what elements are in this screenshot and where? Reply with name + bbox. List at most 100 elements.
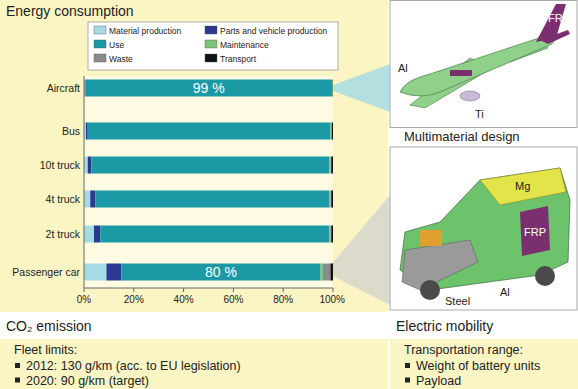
chart-panel — [0, 0, 388, 312]
frp-door — [520, 206, 550, 256]
category-label: 2t truck — [46, 228, 81, 240]
bar-segment — [84, 191, 90, 208]
panel-title: Electric mobility — [396, 318, 493, 334]
material-label: FRP — [524, 226, 546, 238]
bar-segment — [86, 123, 88, 140]
legend-swatch — [205, 26, 217, 34]
bar-segment — [331, 123, 332, 140]
x-tick — [233, 288, 234, 292]
x-tick-label: 60% — [223, 294, 243, 305]
aircraft-box — [390, 1, 577, 128]
legend-swatch — [94, 40, 106, 48]
legend-box — [88, 22, 338, 70]
wheel — [535, 266, 555, 286]
x-tick — [133, 288, 134, 292]
bar-segment — [332, 80, 333, 97]
callout-aircraft — [325, 64, 390, 112]
x-tick — [183, 288, 184, 292]
category-label: Aircraft — [47, 82, 80, 94]
x-tick-label: 20% — [124, 294, 144, 305]
text-box — [390, 339, 578, 389]
bar-segment — [332, 80, 333, 97]
legend-label: Parts and vehicle production — [220, 26, 328, 36]
bar-segment — [332, 123, 333, 140]
bar-segment — [329, 157, 330, 174]
bar-segment — [331, 157, 333, 174]
legend-label: Material production — [109, 26, 182, 36]
bar-segment — [88, 157, 92, 174]
box-item: Weight of battery units — [416, 359, 540, 373]
bar-segment — [332, 80, 333, 97]
steel-structure — [402, 240, 478, 290]
bar-segment — [321, 264, 323, 281]
material-label: Steel — [445, 295, 470, 307]
box-heading: Fleet limits: — [14, 343, 77, 357]
legend-swatch — [94, 26, 106, 34]
y-axis — [84, 76, 85, 288]
material-label: Ti — [475, 108, 484, 120]
car-box — [390, 147, 577, 310]
bar-segment — [95, 191, 329, 208]
x-tick-label: 80% — [273, 294, 293, 305]
bar-segment — [100, 226, 329, 243]
bullet — [15, 378, 20, 383]
engine — [460, 91, 480, 101]
panel-title: Multimaterial design — [404, 129, 520, 144]
bar-segment — [90, 191, 95, 208]
bar-segment — [329, 226, 330, 243]
data-label: 80 % — [205, 264, 237, 280]
legend-label: Use — [109, 40, 124, 50]
x-tick-label: 40% — [174, 294, 194, 305]
car-body — [400, 168, 570, 290]
bar-segment — [88, 123, 331, 140]
bar-segment — [84, 157, 88, 174]
material-label: Al — [500, 286, 510, 298]
box-item: 2020: 90 g/km (target) — [26, 374, 149, 388]
x-tick-label: 100% — [319, 294, 345, 305]
legend-swatch — [205, 40, 217, 48]
engine-block — [420, 230, 442, 246]
bar-segment — [84, 226, 94, 243]
bar-segment — [121, 264, 320, 281]
legend-label: Waste — [109, 54, 133, 64]
bar-segment — [84, 264, 106, 281]
category-label: Bus — [62, 125, 80, 137]
bar-segment — [85, 80, 332, 97]
bars — [84, 80, 333, 281]
roof — [480, 168, 566, 205]
fuselage — [400, 35, 556, 96]
data-label: 99 % — [193, 80, 225, 96]
chart-title: Energy consumption — [6, 3, 134, 19]
plot-area — [84, 76, 333, 288]
tail-plane — [540, 30, 570, 44]
x-tick — [84, 288, 85, 292]
legend-label: Transport — [220, 54, 257, 64]
x-tick-label: 0% — [77, 294, 92, 305]
box-item: Payload — [416, 374, 461, 388]
aircraft-drawing — [400, 4, 570, 108]
x-tick — [283, 288, 284, 292]
bar-segment — [331, 264, 333, 281]
bar-segment — [329, 191, 330, 208]
bar-segment — [91, 157, 329, 174]
x-tick — [333, 288, 334, 292]
bullet — [405, 378, 410, 383]
callout-car — [325, 195, 390, 305]
x-axis — [84, 288, 333, 289]
bullet — [405, 363, 410, 368]
car-drawing — [400, 168, 570, 300]
bullet — [15, 363, 20, 368]
wheel — [420, 280, 440, 300]
legend-label: Maintenance — [220, 40, 269, 50]
category-label: 10t truck — [40, 159, 81, 171]
bar-segment — [330, 123, 332, 140]
legend-swatch — [94, 54, 106, 62]
material-label: Al — [398, 62, 408, 74]
category-label: Passenger car — [12, 266, 80, 278]
bar-segment — [106, 264, 121, 281]
panel-title: CO₂ emission — [6, 318, 92, 334]
text-box — [0, 339, 388, 389]
box-heading: Transportation range: — [404, 343, 523, 357]
box-item: 2012: 130 g/km (acc. to EU legislation) — [26, 359, 241, 373]
category-label: 4t truck — [46, 193, 81, 205]
